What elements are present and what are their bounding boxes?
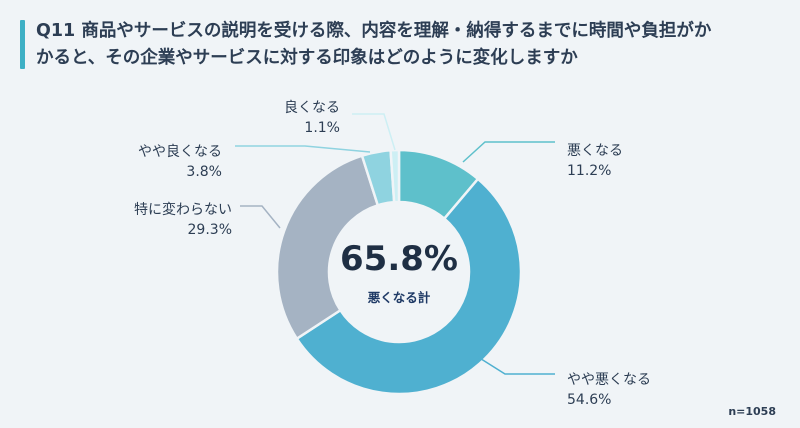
leader-line-3: [240, 205, 281, 229]
slice-label-2: やや悪くなる: [567, 372, 651, 388]
donut-slice-5: [389, 148, 401, 204]
donut-slice-2: [295, 177, 523, 396]
slice-value-5: 1.1%: [304, 120, 340, 136]
title-accent-bar: [20, 20, 25, 69]
donut-slice-3: [275, 154, 380, 341]
slice-value-3: 29.3%: [188, 222, 232, 238]
slice-value-4: 3.8%: [186, 164, 222, 180]
sample-size-note: n=1058: [728, 405, 776, 418]
slice-value-1: 11.2%: [567, 163, 611, 179]
slice-value-2: 54.6%: [567, 392, 611, 408]
leader-line-2: [477, 356, 555, 375]
slice-label-4: やや良くなる: [138, 144, 222, 160]
leader-line-4: [235, 145, 371, 153]
question-title-line-2: かると、その企業やサービスに対する印象はどのように変化しますか: [36, 48, 578, 68]
slice-label-3: 特に変わらない: [134, 201, 232, 218]
question-title: Q11 商品やサービスの説明を受ける際、内容を理解・納得するまでに時間や負担がか…: [36, 18, 786, 72]
question-title-line-1: Q11 商品やサービスの説明を受ける際、内容を理解・納得するまでに時間や負担がか: [36, 21, 712, 41]
slice-label-5: 良くなる: [284, 100, 340, 116]
center-total-value: 65.8%: [340, 239, 458, 279]
leader-line-1: [462, 141, 555, 163]
center-total-label: 悪くなる計: [368, 290, 431, 305]
leader-line-5: [352, 113, 396, 151]
slice-label-1: 悪くなる: [567, 143, 623, 159]
